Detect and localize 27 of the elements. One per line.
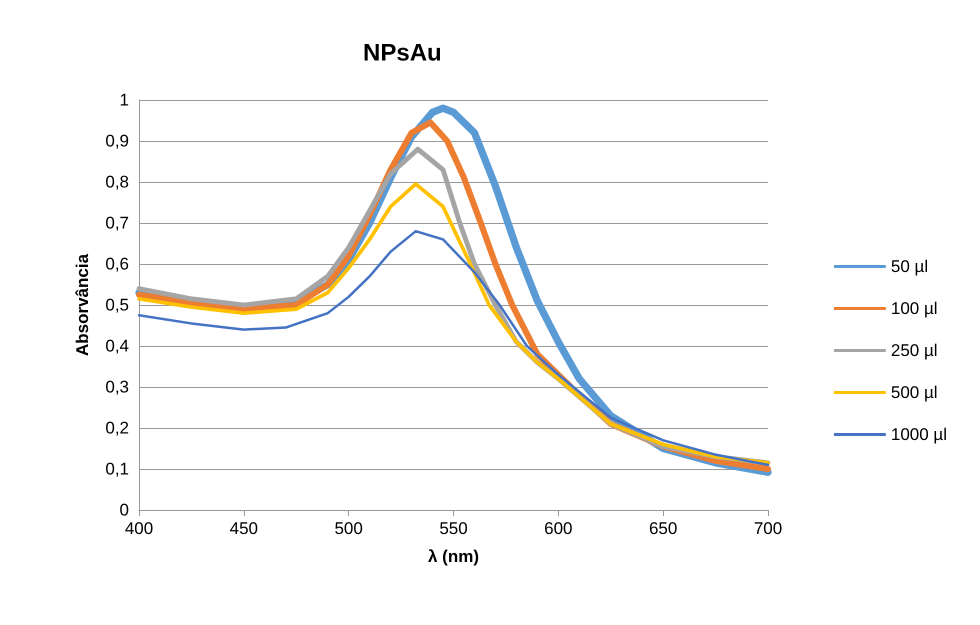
legend-label: 250 µl (890, 341, 938, 360)
y-axis-title: Absorvância (73, 253, 92, 356)
x-tick-label: 650 (648, 519, 678, 538)
x-tick-label: 400 (124, 519, 154, 538)
y-tick-label: 0,5 (105, 296, 129, 314)
y-tick-label: 0,4 (105, 336, 129, 356)
chart-title: NPsAu (363, 40, 442, 66)
y-tick-label: 1 (120, 90, 129, 110)
x-tick-label: 700 (754, 519, 782, 538)
legend-label: 1000 µl (890, 425, 948, 444)
legend-label: 100 µl (890, 299, 938, 318)
y-tick-label: 0,1 (105, 460, 129, 478)
legend-label: 50 µl (890, 257, 928, 276)
x-tick-label: 450 (230, 519, 258, 538)
x-tick-label: 500 (334, 519, 363, 538)
y-tick-label: 0,2 (105, 418, 129, 438)
x-tick-label: 600 (544, 519, 573, 538)
legend-label: 500 µl (890, 383, 938, 402)
x-axis-title: λ (nm) (428, 547, 479, 566)
y-tick-label: 0,9 (105, 132, 129, 150)
x-tick-label: 550 (439, 519, 468, 538)
line-series (138, 230, 770, 466)
y-tick-label: 0,8 (105, 172, 129, 192)
y-tick-label: 0,3 (105, 378, 129, 396)
y-tick-label: 0,7 (105, 214, 129, 232)
y-tick-label: 0,6 (105, 254, 129, 274)
y-tick-label: 0 (120, 500, 129, 520)
